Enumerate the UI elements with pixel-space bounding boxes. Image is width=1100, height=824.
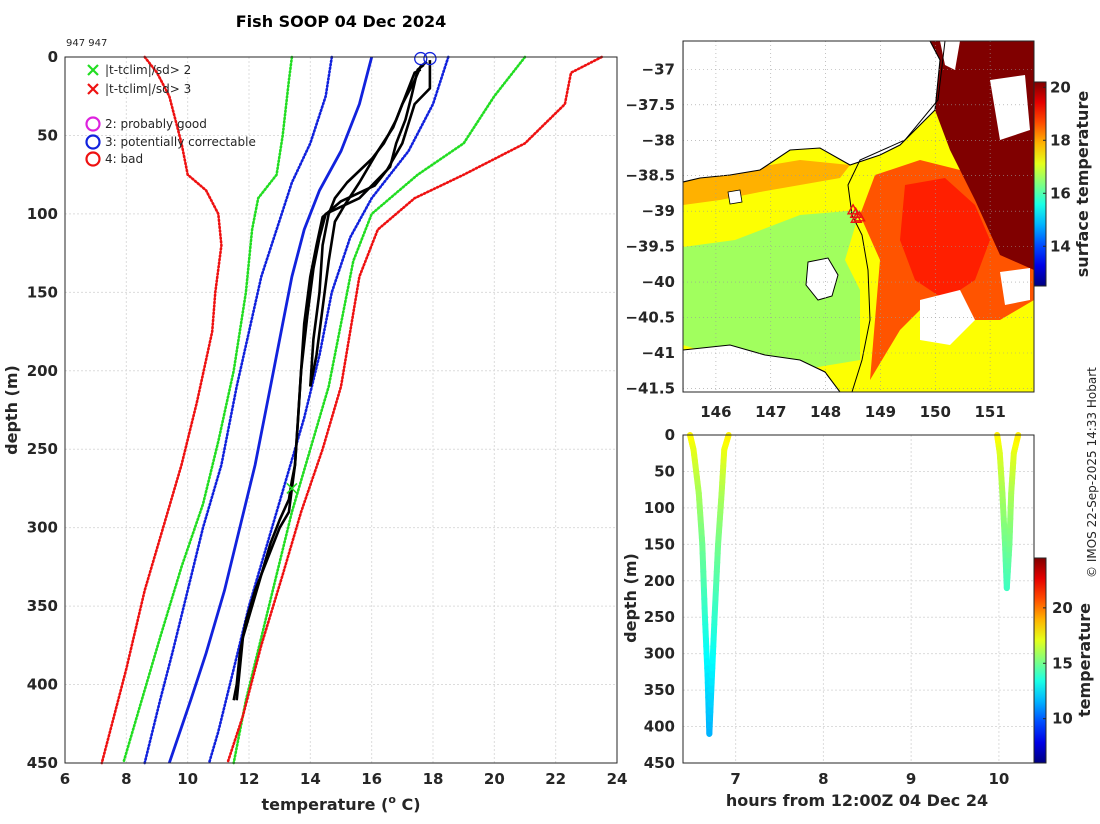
figure-title: Fish SOOP 04 Dec 2024 (236, 12, 446, 31)
colorbar-tick-label: 14 (1050, 237, 1071, 255)
y-tick-label: 450 (27, 754, 58, 772)
map-y-tick-label: −37.5 (625, 96, 675, 114)
x-tick-label: 12 (239, 770, 260, 788)
td-colorbar-tick-label: 15 (1052, 654, 1073, 672)
y-tick-label: 250 (27, 440, 58, 458)
x-axis-label-tail: C) (396, 795, 421, 814)
map-y-tick-label: −38 (642, 131, 675, 149)
td-y-tick-label: 400 (644, 718, 675, 736)
x-tick-label: 14 (300, 770, 321, 788)
td-y-tick-label: 250 (644, 608, 675, 626)
td-y-tick-label: 100 (644, 499, 675, 517)
td-x-tick-label: 10 (988, 770, 1009, 788)
station-label: 947 947 (66, 38, 107, 49)
td-y-tick-label: 450 (644, 754, 675, 772)
wilsons-prom-land (728, 190, 742, 204)
x-tick-label: 6 (60, 770, 70, 788)
td-y-tick-label: 150 (644, 535, 675, 553)
map-y-tick-label: −39.5 (625, 238, 675, 256)
x-tick-label: 18 (423, 770, 444, 788)
colorbar-label: surface temperature (1073, 91, 1092, 278)
legend-label: 2: probably good (105, 117, 207, 131)
y-tick-label: 50 (37, 126, 58, 144)
y-tick-label: 0 (48, 48, 58, 66)
x-tick-label: 22 (545, 770, 566, 788)
td-x-tick-label: 9 (906, 770, 916, 788)
td-colorbar-tick-label: 20 (1052, 599, 1073, 617)
map-y-tick-label: −37 (642, 60, 675, 78)
td-y-tick-label: 200 (644, 572, 675, 590)
td-y-tick-label: 300 (644, 645, 675, 663)
y-tick-label: 150 (27, 283, 58, 301)
colorbar-tick-label: 16 (1050, 184, 1071, 202)
legend-label: |t-tclim|/sd> 3 (105, 82, 191, 96)
y-tick-label: 100 (27, 205, 58, 223)
td-y-tick-label: 50 (654, 462, 675, 480)
td-y-tick-label: 0 (665, 426, 675, 444)
x-tick-label: 16 (361, 770, 382, 788)
map-y-tick-label: −40 (642, 273, 675, 291)
td-colorbar (1034, 558, 1046, 763)
map-y-tick-label: −38.5 (625, 167, 675, 185)
colorbar-tick-label: 18 (1050, 131, 1071, 149)
map-x-tick-label: 146 (700, 403, 731, 421)
y-tick-label: 400 (27, 676, 58, 694)
map-x-tick-label: 150 (920, 403, 951, 421)
y-axis-label: depth (m) (2, 365, 21, 455)
colorbar-tick-label: 20 (1050, 78, 1071, 96)
td-x-axis-label: hours from 12:00Z 04 Dec 24 (726, 791, 988, 810)
map-x-tick-label: 151 (974, 403, 1005, 421)
legend-label: 3: potentially correctable (105, 135, 256, 149)
y-tick-label: 350 (27, 597, 58, 615)
x-tick-label: 8 (121, 770, 131, 788)
td-x-tick-label: 7 (730, 770, 740, 788)
sst-colorbar (1034, 82, 1046, 286)
map-y-tick-label: −41.5 (625, 379, 675, 397)
x-tick-label: 24 (607, 770, 628, 788)
map-layers (683, 41, 1034, 392)
x-tick-label: 10 (177, 770, 198, 788)
legend-label: |t-tclim|/sd> 2 (105, 63, 191, 77)
legend-label: 4: bad (105, 152, 143, 166)
map-x-tick-label: 148 (810, 403, 841, 421)
x-axis-label: temperature (o C) (261, 793, 420, 814)
map-y-tick-label: −41 (642, 344, 675, 362)
cloud-patch (1000, 268, 1030, 305)
y-tick-label: 200 (27, 362, 58, 380)
map-x-tick-label: 149 (865, 403, 896, 421)
map-y-tick-label: −39 (642, 202, 675, 220)
imos-credit: © IMOS 22-Sep-2025 14:33 Hobart (1085, 367, 1099, 578)
td-colorbar-tick-label: 10 (1052, 710, 1073, 728)
td-colorbar-label: temperature (1075, 603, 1094, 717)
td-y-axis-label: depth (m) (621, 553, 640, 643)
sst-map-chart: 146 147 148 149 150 151 −37 −37.5 −38 −38.5 −39 −39… (625, 41, 1092, 421)
td-x-tick-label: 8 (818, 770, 828, 788)
plot-background (65, 57, 617, 763)
x-axis-label-main: temperature ( (261, 795, 388, 814)
map-y-tick-label: −40.5 (625, 309, 675, 327)
x-tick-label: 20 (484, 770, 505, 788)
map-x-tick-label: 147 (755, 403, 786, 421)
profile-chart: 6 8 10 12 14 16 18 20 22 24 0 50 100 150 200 250 300 350 4… (2, 48, 627, 814)
y-tick-label: 300 (27, 519, 58, 537)
td-y-tick-label: 350 (644, 681, 675, 699)
